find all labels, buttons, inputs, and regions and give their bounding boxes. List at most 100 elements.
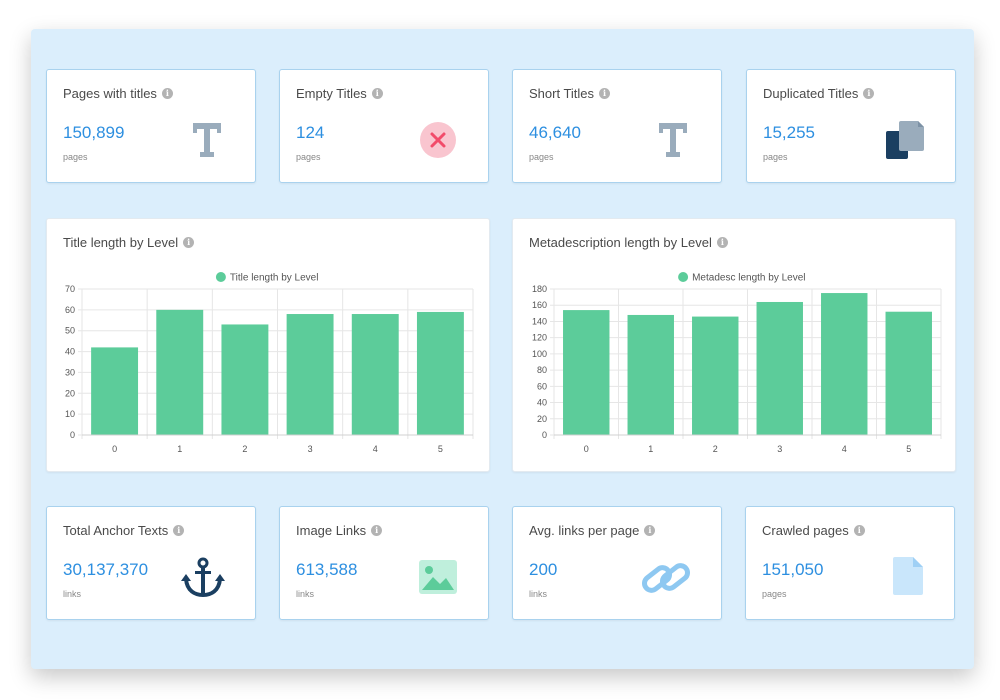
bar	[563, 310, 610, 435]
y-tick-label: 100	[532, 349, 547, 359]
info-icon[interactable]: i	[599, 88, 611, 99]
card-title: Avg. links per page	[529, 523, 640, 538]
card-title: Image Links	[296, 523, 367, 538]
y-tick-label: 40	[537, 398, 547, 408]
bar	[351, 314, 399, 435]
stat-unit: links	[529, 589, 548, 599]
bar	[221, 324, 269, 435]
title-length-bar-chart: Title length by Level 0 10 20 30 40 50 60 70 0 1 2 3…	[65, 272, 474, 454]
chart-legend: Metadesc length by Level	[678, 272, 806, 284]
y-tick-label: 70	[65, 284, 75, 294]
x-tick-label: 1	[648, 444, 653, 454]
error-x-icon	[420, 122, 456, 158]
x-tick-label: 3	[308, 444, 313, 454]
x-tick-label: 0	[112, 444, 117, 454]
info-icon[interactable]: i	[161, 88, 173, 99]
stat-unit: pages	[529, 152, 554, 162]
y-tick-label: 0	[542, 430, 547, 440]
x-tick-label: 2	[242, 444, 247, 454]
y-tick-label: 10	[65, 409, 75, 419]
stat-card-total-anchor-texts[interactable]: Total Anchor Texts i 30,137,370 links	[46, 506, 256, 620]
stat-card-empty-titles[interactable]: Empty Titles i 124 pages	[279, 69, 489, 183]
x-tick-label: 5	[438, 444, 443, 454]
x-tick-label: 1	[177, 444, 182, 454]
stat-unit: pages	[762, 589, 787, 599]
stat-value: 151,050	[762, 560, 824, 579]
chart-title: Metadescription length by Level	[529, 235, 712, 250]
stat-value: 613,588	[296, 560, 358, 579]
bar	[156, 309, 204, 435]
x-tick-label: 4	[373, 444, 378, 454]
y-tick-label: 0	[70, 430, 75, 440]
stat-unit: pages	[296, 152, 321, 162]
bar	[692, 316, 739, 435]
bar	[416, 311, 464, 435]
y-tick-label: 30	[65, 367, 75, 377]
x-tick-label: 5	[906, 444, 911, 454]
bar	[91, 347, 139, 435]
info-icon[interactable]: i	[371, 525, 383, 536]
card-title: Empty Titles	[296, 86, 367, 101]
y-tick-label: 140	[532, 316, 547, 326]
chart-card-metadescription-length: Metadescription length by Level i Metades…	[512, 218, 956, 472]
y-tick-label: 180	[532, 284, 547, 294]
title-t-icon	[659, 123, 687, 157]
y-tick-label: 60	[537, 381, 547, 391]
bar	[627, 314, 674, 435]
stat-unit: links	[63, 589, 82, 599]
stat-card-duplicated-titles[interactable]: Duplicated Titles i 15,255 pages	[746, 69, 956, 183]
bar	[821, 293, 868, 435]
bar	[286, 314, 334, 435]
x-tick-label: 3	[777, 444, 782, 454]
chart-legend: Title length by Level	[215, 272, 319, 284]
y-tick-label: 20	[65, 388, 75, 398]
y-tick-label: 120	[532, 333, 547, 343]
card-title: Pages with titles	[63, 86, 157, 101]
file-icon	[893, 557, 923, 595]
card-title: Short Titles	[529, 86, 595, 101]
info-icon[interactable]: i	[863, 88, 875, 99]
stat-card-crawled-pages[interactable]: Crawled pages i 151,050 pages	[745, 506, 955, 620]
bar	[885, 311, 932, 435]
info-icon[interactable]: i	[173, 525, 185, 536]
chart-title: Title length by Level	[63, 235, 179, 250]
legend-swatch	[215, 272, 226, 282]
stat-unit: pages	[63, 152, 88, 162]
y-tick-label: 50	[65, 326, 75, 336]
chart-card-title-length: Title length by Level i Title length by L…	[46, 218, 490, 472]
info-icon[interactable]: i	[371, 88, 383, 99]
stat-card-image-links[interactable]: Image Links i 613,588 links	[279, 506, 489, 620]
y-tick-label: 40	[65, 347, 75, 357]
legend-label: Metadesc length by Level	[692, 273, 805, 284]
x-tick-label: 4	[842, 444, 847, 454]
stat-card-pages-with-titles[interactable]: Pages with titles i 150,899 pages	[46, 69, 256, 183]
card-title: Duplicated Titles	[763, 86, 859, 101]
y-tick-label: 160	[532, 300, 547, 310]
stat-card-avg-links[interactable]: Avg. links per page i 200 links	[512, 506, 722, 620]
card-title: Crawled pages	[762, 523, 849, 538]
metadescription-length-bar-chart: Metadesc length by Level0204060801001201…	[532, 272, 942, 454]
y-tick-label: 20	[537, 414, 547, 424]
title-t-icon	[193, 123, 221, 157]
x-tick-label: 2	[713, 444, 718, 454]
info-icon[interactable]: i	[716, 237, 728, 248]
stat-value: 150,899	[63, 123, 125, 142]
card-title: Total Anchor Texts	[63, 523, 169, 538]
stat-value: 200	[529, 560, 558, 579]
stat-card-short-titles[interactable]: Short Titles i 46,640 pages	[512, 69, 722, 183]
stat-value: 124	[296, 123, 325, 142]
info-icon[interactable]: i	[183, 237, 195, 248]
stat-value: 15,255	[763, 123, 815, 142]
legend-swatch	[678, 272, 689, 282]
info-icon[interactable]: i	[853, 525, 865, 536]
stat-value: 46,640	[529, 123, 581, 142]
y-tick-label: 60	[65, 305, 75, 315]
link-icon	[641, 563, 691, 593]
y-tick-label: 80	[537, 365, 547, 375]
anchor-icon	[181, 557, 225, 598]
info-icon[interactable]: i	[644, 525, 656, 536]
x-tick-label: 0	[584, 444, 589, 454]
image-icon	[419, 560, 457, 594]
legend-label: Title length by Level	[230, 273, 319, 284]
bar	[756, 301, 803, 435]
